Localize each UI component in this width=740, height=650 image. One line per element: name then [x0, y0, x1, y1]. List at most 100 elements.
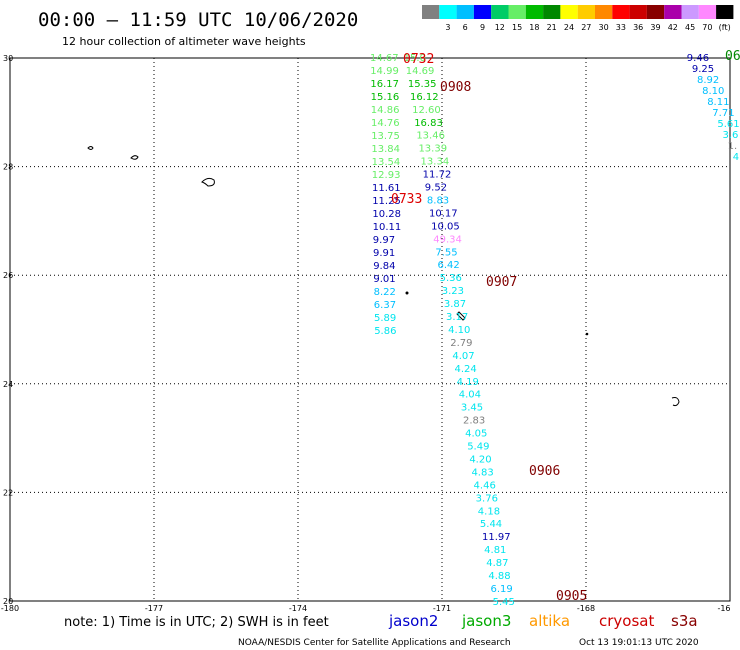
altimeter-tracks: 14.67 14.99 16.17 15.16 14.86 14.76 13.75 13.84… — [370, 53, 740, 608]
wave-height-value: 5.45 — [493, 597, 515, 608]
legend-label: 33 — [616, 23, 626, 32]
lat-tick-label: 20 — [3, 597, 13, 606]
legend-label: 3 — [445, 23, 450, 32]
wave-height-value: 8.10 — [702, 86, 724, 97]
legend-swatch — [543, 5, 561, 19]
wave-height-value: 4.83 — [471, 467, 493, 478]
legend-label: 24 — [564, 23, 574, 32]
time-labels: 0732 0908 0733 0907 0906 0905 06 — [391, 49, 740, 604]
island-outline — [671, 397, 680, 407]
wave-height-value: 5.61 — [717, 119, 739, 130]
time-label: 0905 — [556, 589, 587, 604]
lon-tick-label: -171 — [433, 604, 451, 613]
wave-height-value: 16.12 — [410, 92, 439, 103]
legend-label: 15 — [512, 23, 522, 32]
wave-height-value: 4.20 — [469, 454, 491, 465]
wave-height-value: 8.92 — [697, 75, 719, 86]
wave-height-value: 13.39 — [418, 144, 447, 155]
wave-height-value: 3.6 — [723, 130, 739, 141]
island-outline — [201, 177, 215, 187]
map-frame — [9, 57, 731, 602]
wave-height-value: 5.49 — [467, 442, 489, 453]
lat-tick-label: 30 — [3, 54, 13, 63]
wave-height-value: 4.46 — [474, 480, 496, 491]
legend-label: 18 — [529, 23, 539, 32]
legend-label: 36 — [633, 23, 643, 32]
wave-height-value: 16.17 — [370, 79, 399, 90]
legend-swatch — [612, 5, 630, 19]
wave-height-value: 13.84 — [371, 144, 400, 155]
wave-height-value: 4.19 — [457, 377, 479, 388]
satellite-label: jason3 — [461, 612, 511, 630]
wave-height-value: 13.54 — [372, 157, 401, 168]
legend-swatch — [456, 5, 474, 19]
satellite-key: jason2 jason3 altika cryosat s3a — [388, 612, 698, 630]
wave-height-value: 5.89 — [374, 313, 396, 324]
wave-height-value: 14.99 — [370, 66, 399, 77]
wave-height-value: 3.76 — [476, 493, 498, 504]
legend-label: 21 — [547, 23, 557, 32]
footer-credit: NOAA/NESDIS Center for Satellite Applica… — [238, 638, 511, 648]
wave-height-value: 3.17 — [446, 312, 468, 323]
satellite-label: altika — [529, 612, 570, 630]
wave-height-value: 6.42 — [438, 260, 460, 271]
lon-tick-label: -16 — [717, 604, 730, 613]
legend-label: 12 — [495, 23, 505, 32]
legend-label: 27 — [581, 23, 591, 32]
legend-swatch — [646, 5, 665, 19]
island-outline — [87, 146, 94, 150]
wave-height-value: 4.07 — [452, 351, 474, 362]
lon-tick-label: -168 — [577, 604, 595, 613]
wave-height-value: 4.18 — [478, 506, 500, 517]
wave-height-value: 4.04 — [459, 390, 481, 401]
legend-swatch — [439, 5, 457, 19]
time-label: 0906 — [529, 464, 560, 479]
wave-height-value: 9.01 — [373, 274, 395, 285]
wave-height-value: 7.71 — [712, 108, 734, 119]
wave-height-value: 10.05 — [431, 221, 460, 232]
wave-height-value: 11.72 — [423, 170, 452, 181]
legend-swatch — [629, 5, 647, 19]
legend-label: 42 — [668, 23, 678, 32]
footer-note: note: 1) Time is in UTC; 2) SWH is in fe… — [64, 615, 329, 630]
legend-label: 30 — [599, 23, 609, 32]
island-outlines — [87, 146, 680, 407]
time-label: 0732 — [403, 52, 434, 67]
legend-swatch — [716, 5, 734, 19]
island-outline — [130, 155, 139, 160]
legend-swatch — [422, 5, 440, 19]
wave-height-value: 14.67 — [370, 53, 399, 64]
wave-height-value: 8.11 — [707, 97, 729, 108]
satellite-label: jason2 — [388, 612, 438, 630]
wave-height-value: 5.44 — [480, 519, 502, 530]
time-label: 06 — [725, 49, 740, 64]
wave-height-value: 11.25 — [372, 196, 401, 207]
wave-height-value: 14.76 — [371, 118, 400, 129]
island-outline — [456, 311, 466, 321]
legend-label: 70 — [702, 23, 712, 32]
wave-height-value: 7.55 — [435, 247, 457, 258]
map-title: 00:00 – 11:59 UTC 10/06/2020 — [38, 9, 358, 31]
wave-height-value: 10.11 — [373, 222, 402, 233]
lon-tick-label: -180 — [1, 604, 19, 613]
time-label: 0733 — [391, 192, 422, 207]
lat-tick-label: 26 — [3, 271, 13, 280]
wave-height-value: 4.87 — [486, 558, 508, 569]
wave-height-value: 4.24 — [454, 364, 476, 375]
wave-height-value: 5.36 — [440, 273, 462, 284]
axis-tick-labels: -180 -177 -174 -171 -168 -16 30 28 26 24 22 20 — [1, 54, 731, 613]
wave-height-value: 14.86 — [371, 105, 400, 116]
lat-tick-label: 24 — [3, 380, 13, 389]
wave-height-value: 12.60 — [412, 105, 441, 116]
legend-label: 39 — [650, 23, 660, 32]
wave-height-value: 15.35 — [408, 79, 437, 90]
legend-swatch — [560, 5, 578, 19]
legend-swatch — [473, 5, 492, 19]
map-subtitle: 12 hour collection of altimeter wave hei… — [62, 35, 306, 48]
wave-height-value: 4.88 — [488, 571, 510, 582]
wave-height-value: 13.46 — [416, 131, 445, 142]
wave-height-value: 14.69 — [406, 66, 435, 77]
legend-label: 9 — [480, 23, 485, 32]
wave-height-value: 3.45 — [461, 403, 483, 414]
